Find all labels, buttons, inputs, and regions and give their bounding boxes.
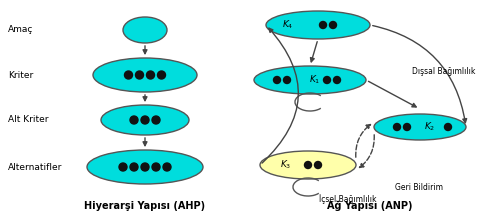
Text: Ağ Yapısı (ANP): Ağ Yapısı (ANP) [327, 201, 413, 211]
Text: Dışsal Bağımlılık: Dışsal Bağımlılık [411, 67, 475, 77]
Circle shape [163, 163, 171, 171]
Text: Alt Kriter: Alt Kriter [8, 115, 48, 125]
FancyArrowPatch shape [373, 26, 467, 123]
Circle shape [157, 71, 166, 79]
Circle shape [333, 77, 341, 84]
Ellipse shape [260, 151, 356, 179]
Circle shape [152, 116, 160, 124]
Circle shape [444, 123, 452, 130]
Circle shape [330, 21, 336, 28]
Text: İçsel Bağımlılık: İçsel Bağımlılık [319, 194, 377, 204]
Ellipse shape [254, 66, 366, 94]
Circle shape [141, 116, 149, 124]
Text: Geri Bildirim: Geri Bildirim [395, 182, 443, 191]
Circle shape [124, 71, 133, 79]
Text: Hiyerarşi Yapısı (AHP): Hiyerarşi Yapısı (AHP) [84, 201, 206, 211]
Circle shape [393, 123, 400, 130]
Text: Alternatifler: Alternatifler [8, 163, 62, 171]
Ellipse shape [101, 105, 189, 135]
Ellipse shape [93, 58, 197, 92]
Circle shape [136, 71, 143, 79]
Circle shape [319, 21, 327, 28]
Circle shape [323, 77, 331, 84]
Circle shape [304, 161, 312, 168]
Text: $K_3$: $K_3$ [280, 159, 292, 171]
Circle shape [130, 116, 138, 124]
Circle shape [119, 163, 127, 171]
Circle shape [315, 161, 321, 168]
Text: $K_1$: $K_1$ [309, 74, 321, 86]
Circle shape [404, 123, 410, 130]
Circle shape [130, 163, 138, 171]
Ellipse shape [87, 150, 203, 184]
Circle shape [273, 77, 281, 84]
FancyArrowPatch shape [262, 28, 298, 163]
Circle shape [284, 77, 290, 84]
Text: Kriter: Kriter [8, 71, 33, 79]
Circle shape [141, 163, 149, 171]
Text: $K_4$: $K_4$ [282, 19, 294, 31]
Ellipse shape [374, 114, 466, 140]
Circle shape [147, 71, 154, 79]
Text: $K_2$: $K_2$ [424, 121, 436, 133]
Text: Amaç: Amaç [8, 26, 33, 35]
Ellipse shape [266, 11, 370, 39]
Ellipse shape [123, 17, 167, 43]
Circle shape [152, 163, 160, 171]
